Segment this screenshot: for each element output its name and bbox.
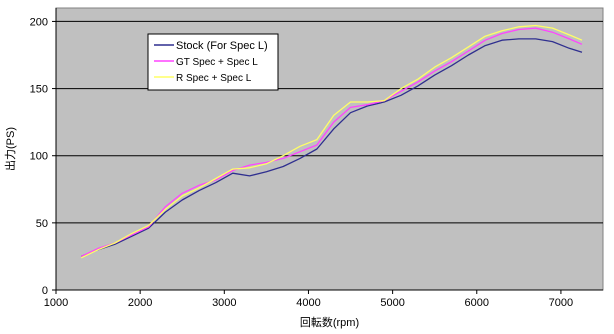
- x-tick-label: 6000: [465, 297, 489, 309]
- x-axis-ticks: 1000 2000 3000 4000 5000 6000 7000: [44, 289, 603, 309]
- x-tick-label: 1000: [44, 297, 68, 309]
- legend-label: Stock (For Spec L): [176, 40, 268, 52]
- x-tick-label: 5000: [380, 297, 404, 309]
- x-axis-label: 回転数(rpm): [300, 316, 359, 329]
- x-tick-label: 4000: [296, 297, 320, 309]
- legend-box: [147, 33, 279, 91]
- y-axis-ticks: 0 50 100 150 200: [30, 8, 57, 297]
- series-line-3: [80, 24, 583, 259]
- x-tick-label: 3000: [212, 297, 236, 309]
- y-tick-label: 200: [30, 16, 48, 28]
- gridlines: [56, 20, 603, 224]
- y-axis-label: 出力(PS): [3, 127, 17, 171]
- y-tick-label: 150: [30, 84, 48, 96]
- x-tick-label: 7000: [549, 297, 573, 309]
- series-line-2: [80, 27, 583, 257]
- legend-label: R Spec + Spec L: [176, 73, 252, 84]
- y-tick-label: 0: [42, 285, 48, 297]
- plot-area: [55, 7, 604, 291]
- legend: Stock (For Spec L) GT Spec + Spec L R Spec…: [147, 33, 279, 91]
- y-tick-label: 50: [36, 218, 48, 230]
- legend-label: GT Spec + Spec L: [176, 57, 258, 68]
- x-tick-label: 2000: [128, 297, 152, 309]
- series-line-1: [80, 38, 583, 258]
- y-tick-label: 100: [30, 151, 48, 163]
- series-lines: [80, 24, 583, 259]
